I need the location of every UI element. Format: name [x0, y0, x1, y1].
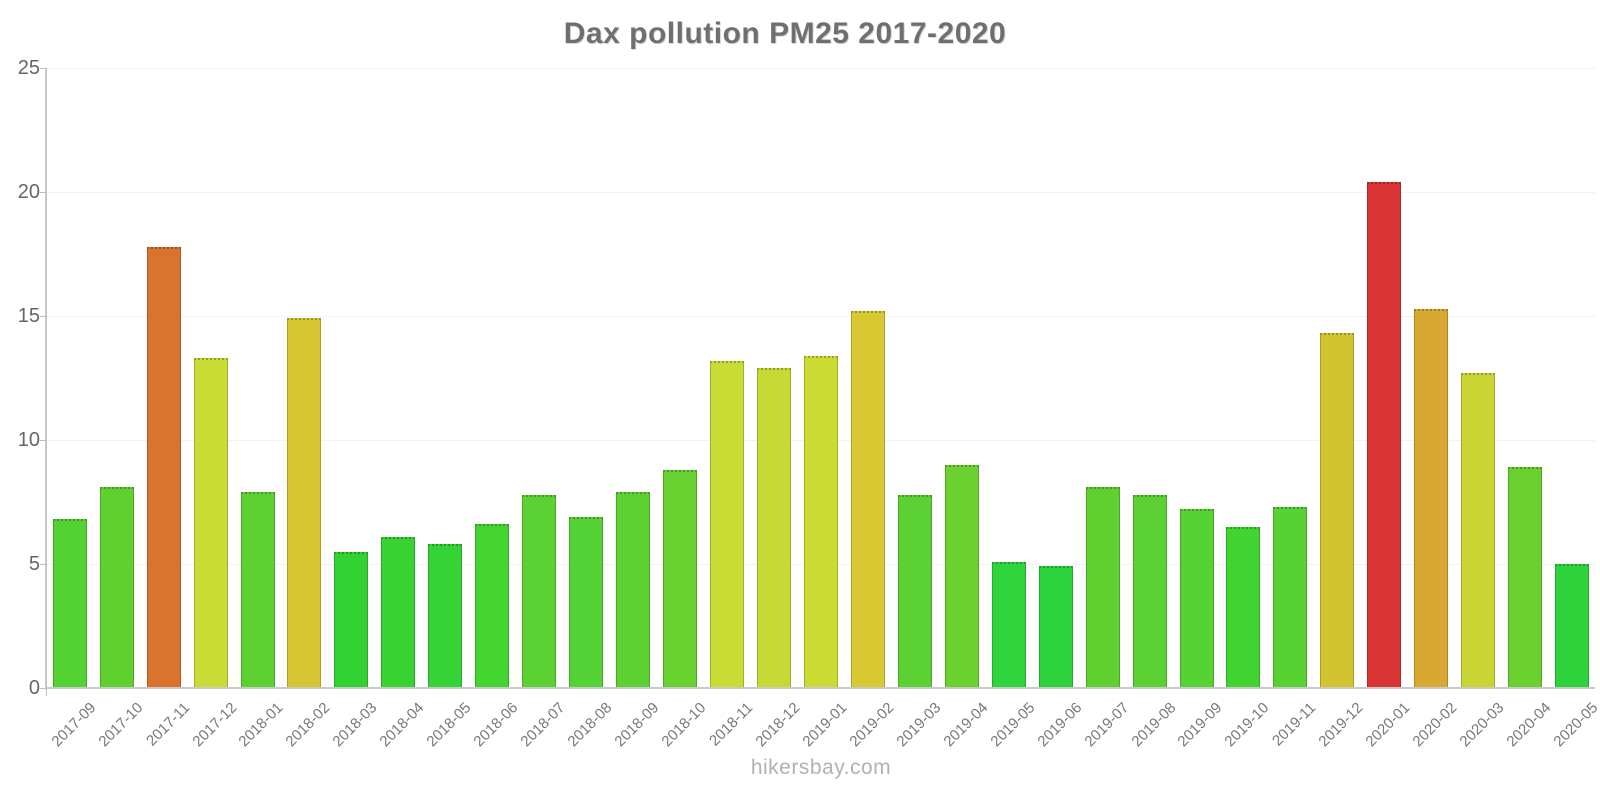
x-label-2018-04: 2018-04 — [376, 699, 428, 751]
y-axis-tick — [40, 67, 47, 69]
x-label-2018-09: 2018-09 — [611, 699, 663, 751]
bar-2018-07[interactable] — [522, 494, 557, 688]
x-label-2018-03: 2018-03 — [329, 699, 381, 751]
x-label-2018-07: 2018-07 — [517, 699, 569, 751]
y-axis-tick — [40, 563, 47, 565]
bar-2020-03[interactable] — [1461, 373, 1496, 688]
bar-2020-02[interactable] — [1414, 308, 1449, 688]
x-label-2018-11: 2018-11 — [706, 699, 757, 750]
bar-2019-03[interactable] — [897, 494, 932, 688]
x-label-2018-12: 2018-12 — [752, 699, 804, 751]
bar-2017-12[interactable] — [193, 358, 228, 688]
bar-2019-11[interactable] — [1273, 506, 1308, 688]
x-label-2017-09: 2017-09 — [48, 699, 100, 751]
x-label-2019-01: 2019-01 — [799, 699, 851, 751]
bar-2020-04[interactable] — [1508, 467, 1543, 688]
y-axis — [45, 68, 47, 690]
x-label-2019-07: 2019-07 — [1080, 699, 1132, 751]
y-tick-label: 0 — [28, 677, 40, 699]
bar-2018-09[interactable] — [616, 492, 651, 688]
bar-2018-01[interactable] — [240, 492, 275, 688]
x-label-2019-11: 2019-11 — [1269, 699, 1320, 750]
y-tick-label: 15 — [17, 305, 40, 327]
bar-2018-12[interactable] — [756, 368, 791, 688]
bar-2018-03[interactable] — [334, 551, 369, 688]
bar-2019-05[interactable] — [991, 561, 1026, 688]
bar-2018-11[interactable] — [710, 360, 744, 688]
watermark: hikersbay.com — [750, 756, 892, 779]
x-label-2019-03: 2019-03 — [893, 699, 945, 751]
bar-2017-11[interactable] — [146, 246, 181, 688]
y-tick-label: 10 — [17, 429, 40, 451]
bar-2020-05[interactable] — [1555, 564, 1590, 688]
bar-2017-10[interactable] — [99, 487, 134, 688]
x-label-2020-05: 2020-05 — [1550, 699, 1600, 751]
bar-2019-04[interactable] — [944, 464, 979, 688]
x-label-2018-08: 2018-08 — [564, 699, 616, 751]
x-label-2019-10: 2019-10 — [1221, 699, 1273, 751]
x-label-2020-03: 2020-03 — [1456, 699, 1508, 751]
x-label-2019-02: 2019-02 — [846, 699, 898, 751]
x-label-2020-02: 2020-02 — [1409, 699, 1461, 751]
x-label-2019-06: 2019-06 — [1034, 699, 1085, 751]
x-label-2018-01: 2018-01 — [235, 699, 287, 751]
x-label-2019-08: 2019-08 — [1127, 699, 1179, 751]
y-tick-label: 5 — [28, 553, 40, 575]
bar-2019-07[interactable] — [1085, 487, 1120, 688]
y-axis-tick — [40, 315, 47, 317]
chart-title: Dax pollution PM25 2017-2020 — [563, 17, 1007, 50]
gridline — [47, 67, 1595, 69]
bar-2019-02[interactable] — [850, 311, 885, 688]
x-label-2018-05: 2018-05 — [423, 699, 475, 751]
bar-2018-02[interactable] — [287, 318, 322, 688]
bar-2019-12[interactable] — [1320, 333, 1355, 688]
bar-2018-04[interactable] — [381, 536, 416, 688]
x-label-2020-04: 2020-04 — [1503, 699, 1555, 751]
x-label-2017-11: 2017-11 — [142, 699, 193, 750]
bar-2018-10[interactable] — [663, 469, 698, 688]
bar-2019-06[interactable] — [1038, 566, 1073, 688]
x-label-2017-10: 2017-10 — [95, 699, 146, 751]
gridline — [47, 191, 1595, 193]
x-label-2019-12: 2019-12 — [1315, 699, 1367, 751]
x-label-2019-09: 2019-09 — [1174, 699, 1226, 751]
x-label-2020-01: 2020-01 — [1362, 699, 1414, 751]
x-label-2019-05: 2019-05 — [987, 699, 1039, 751]
y-axis-tick — [40, 687, 47, 689]
bar-2017-09[interactable] — [52, 519, 87, 688]
y-axis-tick — [40, 439, 47, 441]
bar-2019-09[interactable] — [1179, 509, 1214, 688]
bar-2019-01[interactable] — [803, 355, 838, 688]
y-tick-label: 20 — [17, 181, 40, 203]
bar-2020-01[interactable] — [1367, 182, 1402, 688]
y-axis-tick — [40, 191, 47, 193]
gridline — [47, 315, 1595, 317]
bar-2018-08[interactable] — [569, 516, 604, 688]
bar-2018-05[interactable] — [428, 544, 463, 688]
y-tick-label: 25 — [17, 57, 40, 79]
x-label-2018-06: 2018-06 — [470, 699, 522, 751]
x-axis — [45, 687, 1595, 689]
x-axis-origin-tick — [46, 689, 47, 696]
bar-2019-10[interactable] — [1226, 526, 1261, 688]
bar-2019-08[interactable] — [1132, 494, 1167, 688]
x-label-2018-10: 2018-10 — [658, 699, 710, 751]
x-label-2019-04: 2019-04 — [940, 699, 992, 751]
bar-2018-06[interactable] — [475, 524, 510, 688]
x-label-2018-02: 2018-02 — [282, 699, 334, 751]
x-label-2017-12: 2017-12 — [188, 699, 240, 751]
